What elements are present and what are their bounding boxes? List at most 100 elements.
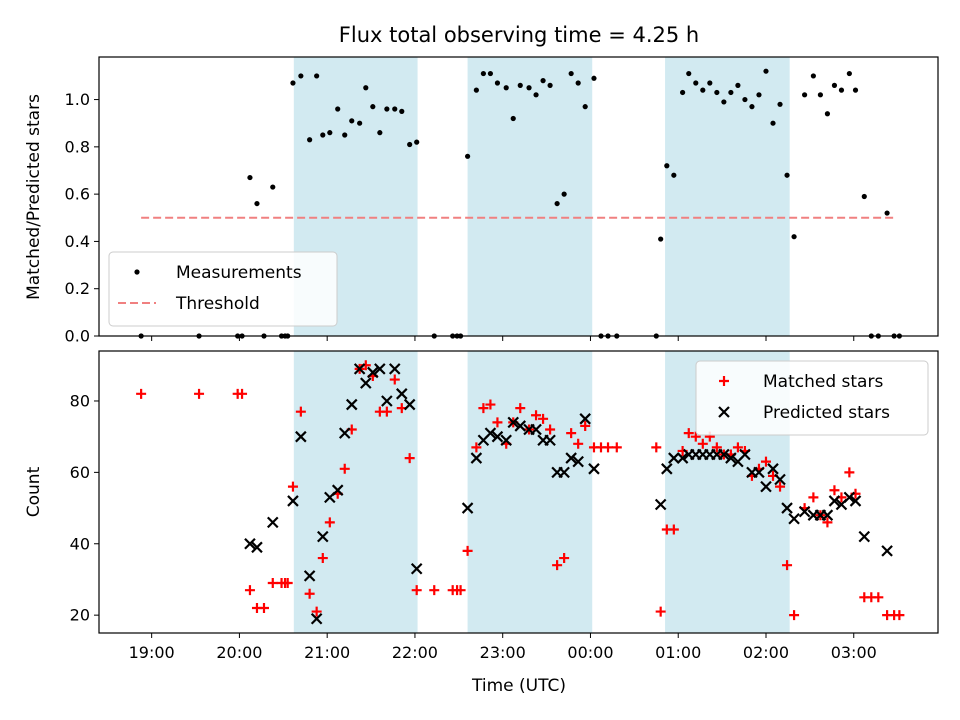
measurement-point	[763, 68, 769, 74]
predicted-star-point	[491, 430, 504, 443]
matched-star-point	[295, 406, 306, 417]
predicted-star-point	[410, 562, 423, 575]
predicted-star-point	[331, 484, 344, 496]
x-tick-label: 19:00	[129, 643, 175, 662]
measurement-point	[487, 70, 494, 77]
measurement-point	[591, 75, 597, 81]
chart-title: Flux total observing time = 4.25 h	[339, 23, 699, 47]
measurement-point	[254, 200, 260, 207]
legend-box	[108, 251, 338, 327]
predicted-star-point	[530, 423, 542, 436]
predicted-star-point	[514, 420, 527, 432]
predicted-star-point	[244, 537, 256, 550]
measurement-point	[671, 172, 677, 178]
measurement-point	[540, 78, 546, 84]
legend-predicted-swatch	[718, 406, 730, 418]
predicted-star-point	[572, 455, 584, 468]
shaded-interval-3	[665, 57, 790, 336]
measurement-point	[314, 73, 320, 79]
measurement-point	[884, 210, 890, 216]
y-tick-label: 0.2	[65, 279, 90, 298]
predicted-star-point	[668, 452, 680, 464]
matched-star-point	[515, 403, 526, 414]
predicted-star-point	[310, 612, 323, 625]
y-tick-label: 0.0	[65, 327, 90, 346]
matched-star-point	[760, 456, 771, 467]
matched-star-point	[789, 610, 800, 621]
bottom-data-marks	[136, 360, 905, 625]
matched-star-point	[683, 428, 694, 439]
predicted-star-point	[287, 495, 299, 507]
measurement-point	[270, 184, 276, 190]
matched-star-point	[324, 517, 335, 528]
measurement-point	[770, 120, 776, 126]
matched-star-point	[136, 388, 147, 399]
matched-star-point	[844, 467, 855, 478]
predicted-star-point	[317, 530, 329, 543]
predicted-star-point	[353, 363, 366, 375]
top-panel-ratio: 0.0 0.2 0.4 0.6 0.8 1.0 Measurements Threshold	[65, 56, 939, 346]
measurement-point	[777, 101, 783, 107]
y-tick-label: 1.0	[65, 90, 90, 109]
matched-star-point	[478, 403, 489, 414]
measurement-point	[561, 191, 567, 197]
predicted-star-point	[718, 448, 730, 461]
measurement-point	[852, 87, 859, 93]
predicted-star-point	[654, 498, 667, 511]
legend-label: Matched stars	[763, 372, 883, 392]
predicted-star-point	[395, 388, 408, 400]
x-axis-label: Time (UTC)	[471, 676, 566, 696]
matched-star-point	[244, 585, 255, 596]
predicted-star-point	[500, 434, 512, 447]
predicted-star-point	[544, 434, 556, 447]
measurement-point	[307, 137, 313, 143]
top-shaded-intervals	[293, 57, 790, 336]
measurement-point	[831, 82, 838, 88]
predicted-star-point	[821, 509, 834, 521]
matched-star-point	[462, 545, 473, 556]
predicted-star-point	[266, 516, 279, 529]
y-tick-label: 0.4	[65, 232, 90, 251]
measurement-point	[791, 234, 797, 240]
measurement-point	[503, 85, 509, 91]
measurement-point	[377, 130, 383, 136]
x-tick-label: 00:00	[567, 643, 613, 662]
top-data-marks	[138, 68, 902, 339]
matched-star-point	[258, 603, 269, 614]
matched-star-point	[894, 610, 905, 621]
predicted-star-point	[388, 363, 401, 375]
measurement-point	[464, 153, 471, 159]
bottom-axis-ticks: 19:00 20:00 21:00 22:00 23:00 00:00 01:00 02:00…	[70, 391, 877, 662]
predicted-star-point	[374, 363, 386, 375]
measurement-point	[414, 139, 420, 145]
top-legend: Measurements Threshold	[108, 251, 338, 327]
matched-star-point	[603, 442, 614, 453]
matched-star-point	[808, 492, 819, 503]
matched-star-point	[545, 424, 556, 435]
bottom-panel-counts: 19:00 20:00 21:00 22:00 23:00 00:00 01:00 02:00…	[70, 350, 939, 662]
matched-star-point	[690, 431, 701, 442]
measurement-point	[247, 174, 253, 181]
measurement-point	[526, 85, 532, 91]
matched-star-point	[485, 399, 496, 410]
matched-star-point	[237, 388, 248, 399]
predicted-star-point	[381, 395, 393, 407]
measurement-point	[658, 236, 664, 242]
measurement-point	[861, 193, 867, 200]
legend-matched-swatch	[719, 376, 729, 386]
measurement-point	[802, 92, 808, 98]
predicted-star-point	[367, 366, 379, 379]
matched-star-point	[381, 406, 392, 417]
x-tick-label: 21:00	[304, 643, 350, 662]
matched-star-point	[552, 560, 563, 571]
predicted-star-point	[881, 545, 893, 557]
y-tick-label: 0.8	[65, 137, 90, 156]
y-tick-label: 60	[70, 463, 90, 482]
predicted-star-point	[360, 377, 372, 389]
measurement-point	[473, 87, 479, 93]
legend-label: Measurements	[176, 263, 302, 283]
measurement-point	[480, 70, 486, 77]
measurement-point	[327, 130, 333, 136]
matched-star-point	[559, 553, 570, 564]
predicted-star-point	[251, 541, 263, 554]
